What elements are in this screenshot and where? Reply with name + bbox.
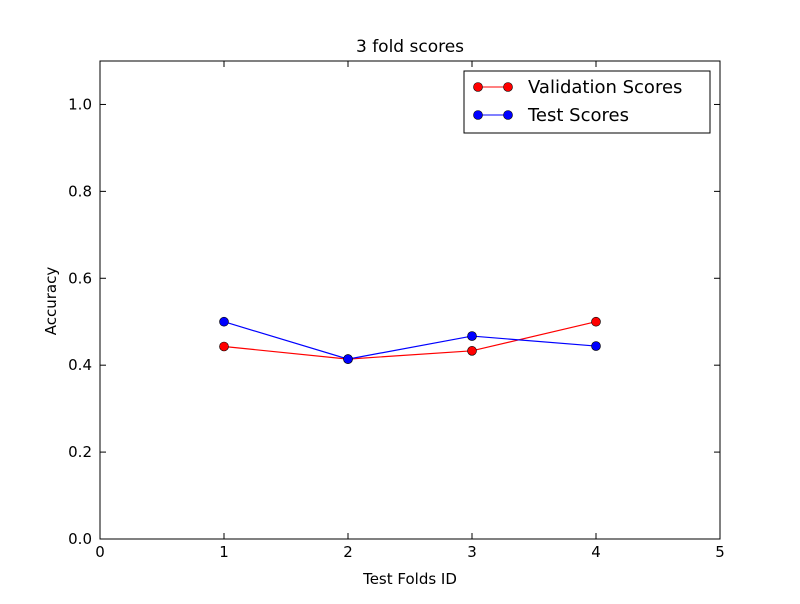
y-tick-label: 1.0 — [68, 95, 92, 113]
axis-ticks: 0 1 2 3 4 5 0.0 0.2 0.4 0.6 0.8 1.0 — [68, 61, 725, 561]
data-point-validation — [467, 346, 477, 356]
x-tick-label: 0 — [95, 543, 105, 561]
data-point-test — [591, 341, 601, 351]
y-tick-label: 0.4 — [68, 356, 92, 374]
x-tick-label: 2 — [343, 543, 353, 561]
data-point-validation — [591, 316, 601, 327]
data-point-validation — [219, 341, 229, 352]
legend-marker-validation — [503, 82, 513, 92]
plot-series — [219, 316, 601, 364]
legend: Validation Scores Test Scores — [463, 70, 711, 134]
data-point-test — [219, 316, 229, 327]
x-tick-label: 4 — [591, 543, 601, 561]
plot-area-frame — [99, 60, 721, 540]
data-point-test — [343, 354, 353, 364]
legend-entry-test: Test Scores — [473, 105, 629, 126]
legend-label-test: Test Scores — [527, 105, 629, 126]
legend-marker-validation — [473, 82, 483, 92]
legend-box — [463, 70, 711, 134]
x-tick-label: 5 — [715, 543, 725, 561]
x-tick-label: 1 — [219, 543, 229, 561]
legend-marker-test — [503, 110, 513, 120]
legend-entry-validation: Validation Scores — [473, 77, 682, 98]
x-tick-label: 3 — [467, 543, 477, 561]
y-tick-label: 0.6 — [68, 269, 92, 287]
chart-title: 3 fold scores — [356, 37, 464, 57]
legend-label-validation: Validation Scores — [528, 77, 682, 98]
y-tick-label: 0.2 — [68, 443, 92, 461]
y-tick-label: 0.0 — [68, 530, 92, 548]
legend-marker-test — [473, 110, 483, 120]
series-line-test — [223, 321, 597, 360]
y-axis-label: Accuracy — [42, 267, 60, 336]
data-point-test — [467, 331, 477, 341]
x-axis-label: Test Folds ID — [362, 570, 457, 588]
y-tick-label: 0.8 — [68, 182, 92, 200]
series-line-validation — [223, 321, 597, 360]
